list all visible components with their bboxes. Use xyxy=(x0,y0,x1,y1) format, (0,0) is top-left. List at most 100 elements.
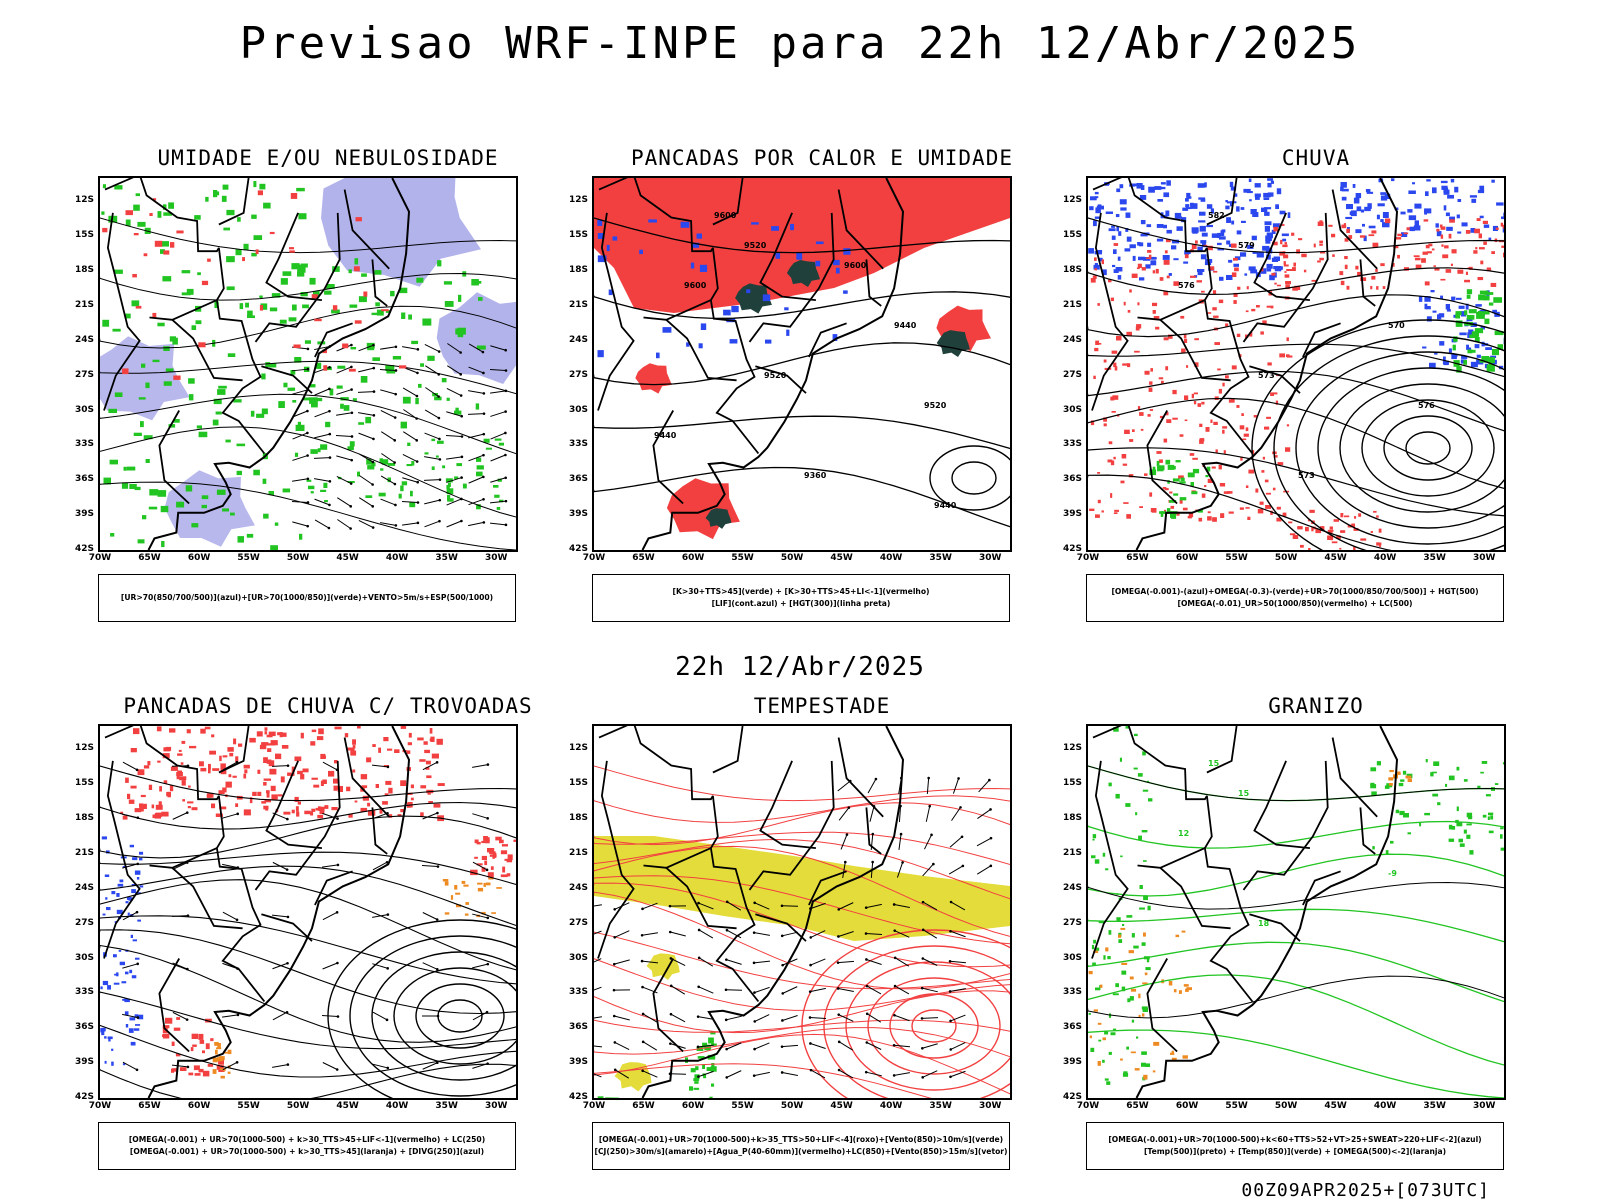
political-border xyxy=(713,726,743,773)
lat-label: 18S xyxy=(564,813,588,823)
contour-label: -9 xyxy=(1388,869,1397,878)
lat-label: 24S xyxy=(70,335,94,345)
lon-label: 65W xyxy=(1123,1101,1153,1111)
lon-label: 55W xyxy=(234,1101,264,1111)
lat-label: 21S xyxy=(1058,848,1082,858)
lat-label: 27S xyxy=(564,370,588,380)
lat-label: 15S xyxy=(564,230,588,240)
temp-850 xyxy=(1370,759,1504,855)
contour-label: 9360 xyxy=(804,471,827,480)
legend-box: [OMEGA(-0.001) + UR>70(1000-500) + k>30_… xyxy=(98,1122,516,1170)
lon-label: 45W xyxy=(333,553,363,563)
political-border xyxy=(1138,848,1205,868)
lon-label: 30W xyxy=(1469,1101,1499,1111)
lat-label: 27S xyxy=(564,918,588,928)
political-border xyxy=(1147,411,1177,504)
lon-label: 70W xyxy=(85,1101,115,1111)
political-border xyxy=(150,300,217,320)
lat-label: 30S xyxy=(564,953,588,963)
lon-label: 60W xyxy=(184,553,214,563)
showers-orange xyxy=(443,878,502,917)
lat-label: 39S xyxy=(564,1057,588,1067)
lat-label: 24S xyxy=(1058,335,1082,345)
lat-label: 24S xyxy=(564,883,588,893)
political-border xyxy=(1138,300,1205,320)
lon-label: 55W xyxy=(1222,1101,1252,1111)
lon-label: 45W xyxy=(1321,553,1351,563)
valid-time-label: 22h 12/Abr/2025 xyxy=(0,652,1600,682)
lon-label: 55W xyxy=(234,553,264,563)
lat-label: 39S xyxy=(1058,1057,1082,1067)
lon-label: 45W xyxy=(1321,1101,1351,1111)
legend-box: [OMEGA(-0.001)+UR>70(1000-500)+k<60+TTS>… xyxy=(1086,1122,1504,1170)
lon-label: 55W xyxy=(728,1101,758,1111)
legend-box: [OMEGA(-0.001)+UR>70(1000-500)+k>35_TTS>… xyxy=(592,1122,1010,1170)
instability-area xyxy=(635,363,672,393)
lon-label: 50W xyxy=(777,553,807,563)
contour-label: 12 xyxy=(1178,829,1189,838)
political-border xyxy=(1249,914,1300,941)
political-border xyxy=(599,726,713,799)
legend-box: [K>30+TTS>45](verde) + [K>30+TTS>45+LI<-… xyxy=(592,574,1010,622)
lon-label: 30W xyxy=(975,553,1005,563)
lon-label: 50W xyxy=(1271,553,1301,563)
lon-label: 35W xyxy=(432,1101,462,1111)
lon-label: 60W xyxy=(1172,553,1202,563)
contour-label: 576 xyxy=(1178,281,1195,290)
political-border xyxy=(1333,738,1378,817)
lon-label: 65W xyxy=(1123,553,1153,563)
lat-label: 36S xyxy=(1058,1022,1082,1032)
legend-line: [LIF](cont.azul) + [HGT(300)](linha pret… xyxy=(712,598,891,610)
lat-label: 27S xyxy=(70,370,94,380)
lat-label: 21S xyxy=(70,848,94,858)
lon-label: 65W xyxy=(135,553,165,563)
lat-label: 24S xyxy=(70,883,94,893)
lat-label: 33S xyxy=(70,987,94,997)
political-border xyxy=(1205,796,1253,1002)
lat-label: 15S xyxy=(1058,778,1082,788)
lon-label: 50W xyxy=(1271,1101,1301,1111)
lat-label: 18S xyxy=(1058,813,1082,823)
lat-label: 15S xyxy=(70,778,94,788)
contour-label: 576 xyxy=(1418,401,1435,410)
lat-label: 21S xyxy=(70,300,94,310)
lat-label: 18S xyxy=(1058,265,1082,275)
legend-line: [CJ(250)>30m/s](amarelo)+[Agua_P(40-60mm… xyxy=(594,1146,1007,1158)
contour-label: 579 xyxy=(1238,241,1255,250)
lat-label: 18S xyxy=(564,265,588,275)
lat-label: 21S xyxy=(1058,300,1082,310)
contour-label: 573 xyxy=(1298,471,1315,480)
lon-label: 40W xyxy=(1370,553,1400,563)
panel-title: UMIDADE E/OU NEBULOSIDADE xyxy=(78,146,578,170)
lon-label: 70W xyxy=(579,1101,609,1111)
lat-label: 33S xyxy=(564,439,588,449)
coastline xyxy=(1137,726,1398,1098)
lon-label: 35W xyxy=(432,553,462,563)
lat-label: 21S xyxy=(564,848,588,858)
lon-label: 65W xyxy=(629,553,659,563)
lat-label: 30S xyxy=(70,953,94,963)
lon-label: 55W xyxy=(728,553,758,563)
map-canvas xyxy=(594,726,1010,1098)
political-border xyxy=(266,213,322,300)
lon-label: 70W xyxy=(85,553,115,563)
political-border xyxy=(1147,959,1177,1052)
lon-label: 45W xyxy=(827,1101,857,1111)
lat-label: 39S xyxy=(564,509,588,519)
instability-area xyxy=(667,478,740,539)
map-canvas xyxy=(100,178,516,550)
political-border xyxy=(1254,761,1310,848)
panel-title: PANCADAS POR CALOR E UMIDADE xyxy=(572,146,1072,170)
lat-label: 39S xyxy=(1058,509,1082,519)
political-border xyxy=(1093,726,1207,799)
omega-orange xyxy=(1089,928,1192,1080)
map-pancadas-trovoadas xyxy=(98,724,518,1100)
lon-label: 60W xyxy=(678,553,708,563)
thunderstorm-red xyxy=(162,1017,225,1076)
lon-label: 35W xyxy=(926,553,956,563)
map-umidade xyxy=(98,176,518,552)
